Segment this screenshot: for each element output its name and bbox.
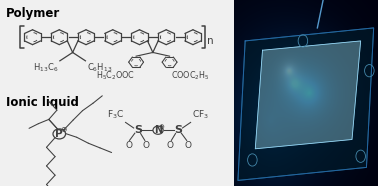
Text: $\ominus$: $\ominus$ [158, 122, 166, 131]
Polygon shape [238, 28, 374, 180]
Text: P: P [56, 129, 63, 139]
Text: O: O [184, 141, 191, 150]
Text: O: O [167, 141, 174, 150]
Text: S: S [174, 125, 182, 135]
Text: Ionic liquid: Ionic liquid [6, 96, 79, 109]
Text: Polymer: Polymer [6, 7, 60, 20]
Text: C$_6$H$_{13}$: C$_6$H$_{13}$ [87, 62, 112, 74]
Text: H$_{13}$C$_6$: H$_{13}$C$_6$ [33, 62, 58, 74]
Text: O: O [125, 141, 132, 150]
Text: CF$_3$: CF$_3$ [192, 109, 209, 121]
Text: COOC$_2$H$_5$: COOC$_2$H$_5$ [171, 70, 209, 82]
Text: F$_3$C: F$_3$C [107, 109, 124, 121]
Text: S: S [134, 125, 143, 135]
Text: O: O [142, 141, 149, 150]
Text: H$_5$C$_2$OOC: H$_5$C$_2$OOC [96, 70, 135, 82]
Text: N: N [154, 125, 162, 135]
Text: $\oplus$: $\oplus$ [60, 125, 68, 134]
Text: n: n [207, 36, 213, 46]
Polygon shape [255, 41, 361, 149]
